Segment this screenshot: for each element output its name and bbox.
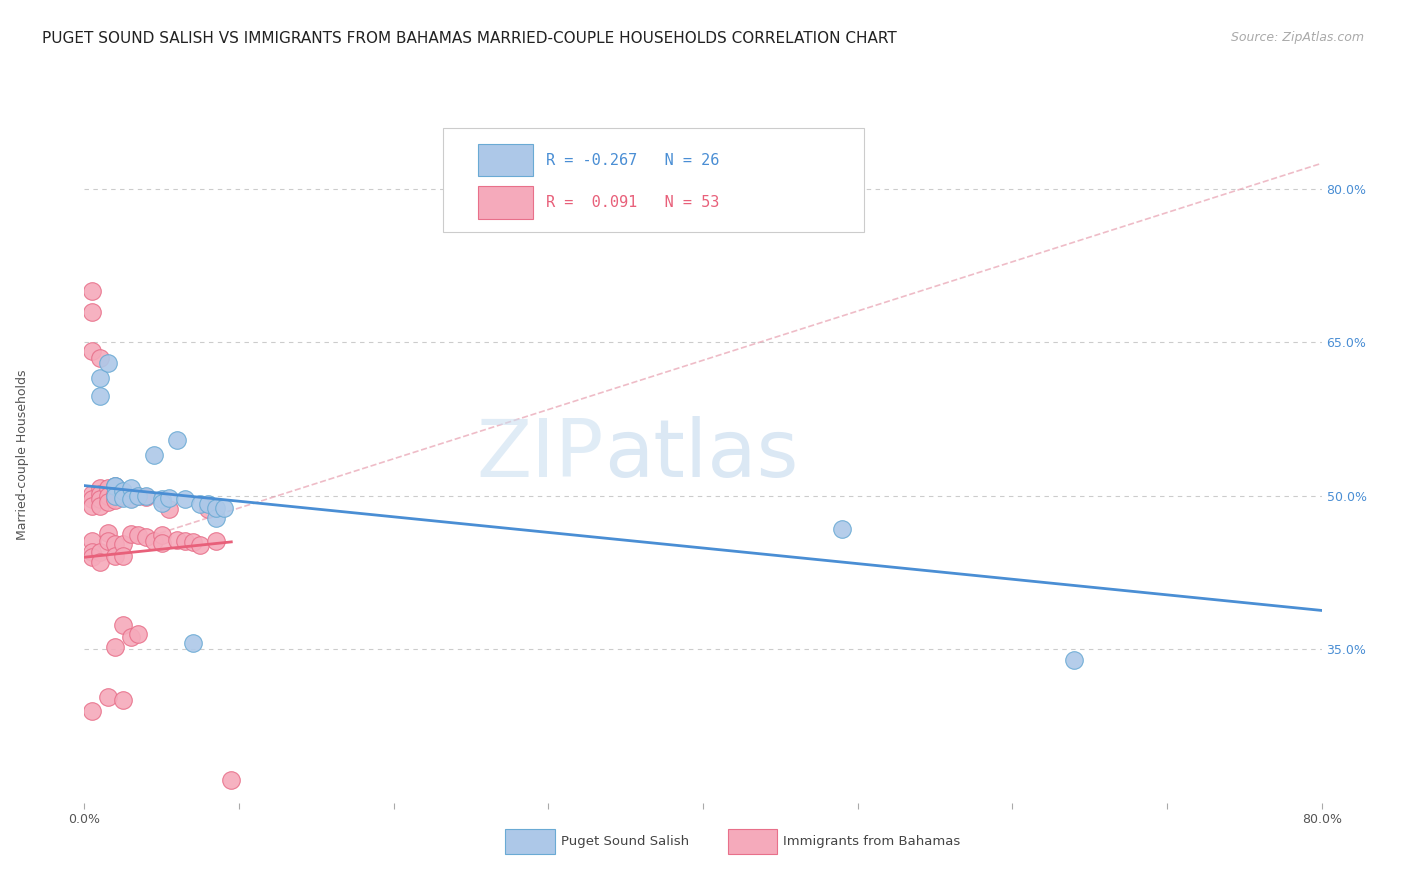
Point xyxy=(97,525,120,540)
Point xyxy=(104,640,127,655)
Point xyxy=(174,491,197,506)
Point xyxy=(104,487,127,501)
Point xyxy=(166,533,188,547)
Point xyxy=(104,478,127,492)
Point xyxy=(104,478,127,492)
Point xyxy=(82,545,104,559)
Text: Puget Sound Salish: Puget Sound Salish xyxy=(561,835,689,847)
Point xyxy=(188,538,212,552)
Point xyxy=(143,448,166,462)
Text: R = -0.267   N = 26: R = -0.267 N = 26 xyxy=(546,153,720,168)
Point xyxy=(188,497,212,511)
Point xyxy=(89,491,111,506)
FancyBboxPatch shape xyxy=(478,186,533,219)
Point xyxy=(159,502,181,516)
Point xyxy=(97,489,120,503)
Point xyxy=(112,693,135,707)
Point xyxy=(831,522,853,536)
Point xyxy=(97,356,120,370)
Point xyxy=(150,527,173,541)
Point xyxy=(1063,652,1085,666)
Point xyxy=(128,627,150,641)
Point xyxy=(205,533,228,548)
Point xyxy=(97,533,120,548)
Point xyxy=(135,489,157,503)
Point xyxy=(89,487,111,501)
Point xyxy=(112,537,135,551)
Point xyxy=(135,490,157,504)
Point xyxy=(82,487,104,501)
Point xyxy=(205,511,228,525)
Point xyxy=(112,483,135,498)
Point xyxy=(82,550,104,565)
Point xyxy=(104,549,127,564)
Point xyxy=(120,491,142,505)
Point xyxy=(82,533,104,548)
Point xyxy=(120,526,142,541)
Point xyxy=(89,481,111,495)
Point xyxy=(104,489,127,503)
Point xyxy=(82,304,104,318)
Point xyxy=(89,499,111,513)
Text: Immigrants from Bahamas: Immigrants from Bahamas xyxy=(783,835,960,847)
Point xyxy=(159,491,181,505)
Point xyxy=(181,636,204,650)
Point xyxy=(205,501,228,516)
FancyBboxPatch shape xyxy=(505,829,554,854)
Point xyxy=(82,499,104,513)
Point xyxy=(174,533,197,548)
Point xyxy=(120,630,142,644)
Text: atlas: atlas xyxy=(605,416,799,494)
FancyBboxPatch shape xyxy=(478,144,533,177)
Point xyxy=(212,501,235,516)
Point xyxy=(97,690,120,705)
Point xyxy=(197,502,219,516)
Point xyxy=(135,530,157,544)
Point xyxy=(150,536,173,550)
Point xyxy=(104,492,127,507)
Text: R =  0.091   N = 53: R = 0.091 N = 53 xyxy=(546,195,720,211)
Point xyxy=(89,545,111,559)
Point xyxy=(104,537,127,551)
Point xyxy=(89,351,111,365)
Point xyxy=(150,496,173,510)
Point xyxy=(82,284,104,298)
Point xyxy=(82,491,104,506)
Point xyxy=(112,617,135,632)
Point xyxy=(89,388,111,402)
Point xyxy=(166,433,188,447)
Point xyxy=(82,704,104,718)
Point xyxy=(97,495,120,509)
Point xyxy=(221,773,243,788)
Text: ZIP: ZIP xyxy=(477,416,605,494)
FancyBboxPatch shape xyxy=(728,829,778,854)
Point xyxy=(143,533,166,548)
Point xyxy=(89,371,111,385)
Point xyxy=(104,478,127,492)
Point xyxy=(181,534,204,549)
Point xyxy=(89,555,111,569)
Text: Married-couple Households: Married-couple Households xyxy=(15,369,30,541)
Point xyxy=(120,491,142,506)
Point xyxy=(197,497,219,511)
Point xyxy=(112,491,135,505)
Point xyxy=(112,549,135,564)
Point xyxy=(128,489,150,503)
Text: PUGET SOUND SALISH VS IMMIGRANTS FROM BAHAMAS MARRIED-COUPLE HOUSEHOLDS CORRELAT: PUGET SOUND SALISH VS IMMIGRANTS FROM BA… xyxy=(42,31,897,46)
Point xyxy=(150,491,173,506)
Point xyxy=(128,489,150,503)
Point xyxy=(97,481,120,495)
Point xyxy=(128,527,150,541)
Text: Source: ZipAtlas.com: Source: ZipAtlas.com xyxy=(1230,31,1364,45)
Point xyxy=(112,489,135,503)
FancyBboxPatch shape xyxy=(443,128,863,232)
Point xyxy=(120,481,142,495)
Point xyxy=(82,343,104,358)
